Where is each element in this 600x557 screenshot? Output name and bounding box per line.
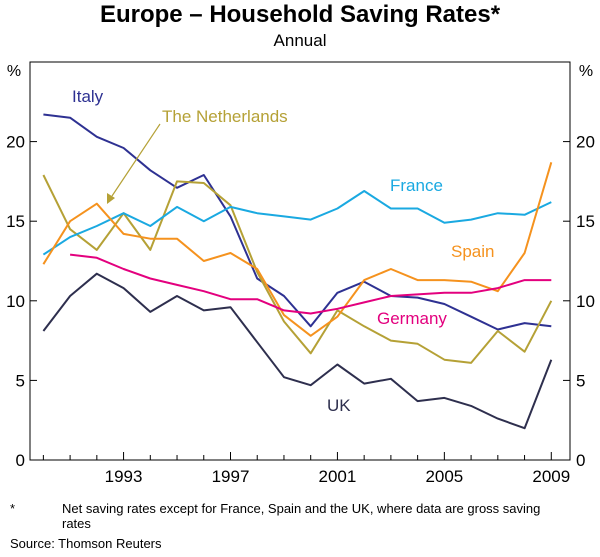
series-line-france (42, 190, 552, 256)
plot-frame (29, 61, 571, 461)
footnote-asterisk: * (10, 501, 16, 516)
series-line-uk (42, 272, 553, 430)
y-axis-right: 0 5 10 15 20 (563, 133, 595, 470)
x-tick-label: 1997 (212, 467, 250, 486)
x-tick-label: 2005 (425, 467, 463, 486)
label-netherlands: The Netherlands (162, 107, 288, 126)
y-axis-left: 0 5 10 15 20 (6, 133, 37, 470)
y-tick-right-label: 10 (576, 292, 595, 311)
label-france: France (390, 176, 443, 195)
y-tick-left-label: 15 (6, 212, 25, 231)
label-uk: UK (327, 396, 351, 415)
source-note: Source: Thomson Reuters (10, 536, 162, 551)
series-line-the-netherlands (42, 174, 553, 364)
series-line-italy (43, 113, 552, 331)
y-tick-right-label: 0 (576, 451, 585, 470)
label-spain: Spain (451, 242, 494, 261)
series-lines (42, 113, 553, 430)
label-italy: Italy (72, 87, 104, 106)
netherlands-pointer-line (111, 123, 161, 197)
y-tick-right-label: 5 (576, 371, 585, 390)
label-germany: Germany (377, 309, 447, 328)
y-tick-right-label: 20 (576, 133, 595, 152)
plot-border (29, 61, 571, 461)
chart-subtitle: Annual (273, 31, 327, 50)
y-tick-left-label: 5 (16, 371, 25, 390)
netherlands-pointer-arrowhead (107, 193, 115, 204)
x-tick-label: 1993 (105, 467, 143, 486)
series-line-spain (42, 162, 553, 337)
y-unit-right: % (579, 63, 593, 80)
x-tick-label: 2009 (532, 467, 570, 486)
y-tick-right-label: 15 (576, 212, 595, 231)
y-unit-left: % (7, 63, 21, 80)
x-axis: 1993 1997 2001 2005 2009 (42, 452, 570, 486)
x-tick-label: 2001 (319, 467, 357, 486)
y-tick-left-label: 0 (16, 451, 25, 470)
footnote-text: Net saving rates except for France, Spai… (62, 501, 541, 531)
footnote: * Net saving rates except for France, Sp… (10, 501, 542, 531)
chart-title: Europe – Household Saving Rates* (99, 1, 501, 28)
y-tick-left-label: 10 (6, 292, 25, 311)
series-line-germany (69, 253, 552, 315)
y-tick-left-label: 20 (6, 133, 25, 152)
